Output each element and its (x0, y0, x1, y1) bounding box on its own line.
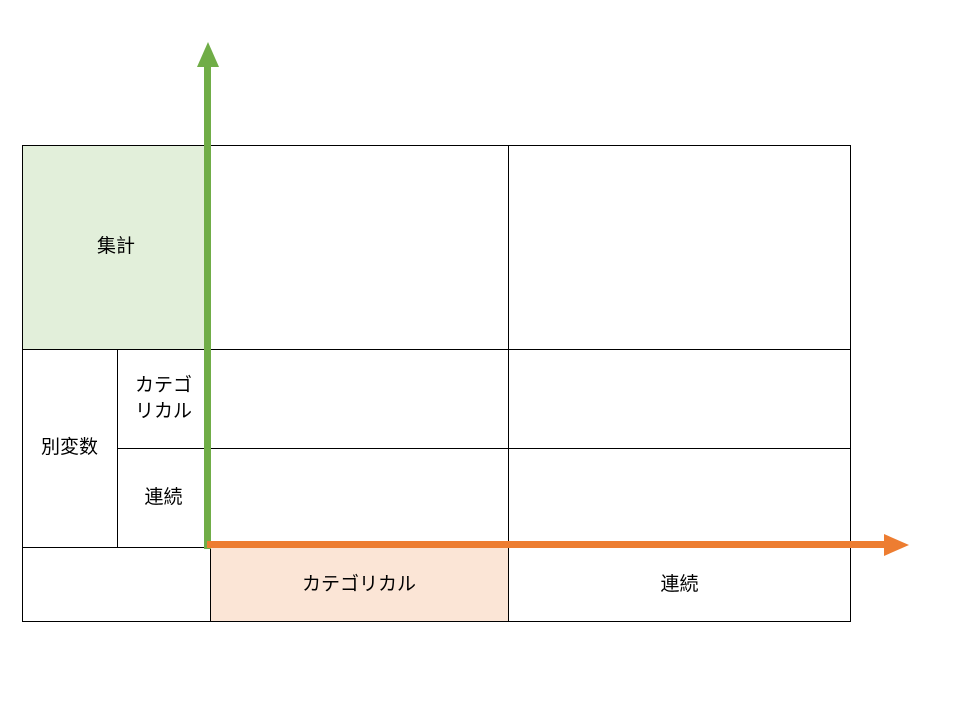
row-categorical-label: カテゴ リカル (134, 373, 192, 422)
variable-cell: 別変数 (22, 349, 117, 547)
col-categorical-cell: カテゴリカル (210, 547, 508, 622)
variable-label: 別変数 (40, 436, 98, 459)
corner-empty-cell (22, 547, 210, 622)
horizontal-arrow-head-icon (884, 534, 909, 556)
vertical-arrow-head-icon (197, 42, 219, 67)
row-categorical-cell: カテゴ リカル (117, 349, 210, 448)
grid-line-col3 (508, 145, 509, 622)
grid-line-left (22, 145, 23, 622)
aggregate-cell: 集計 (22, 145, 210, 349)
col-continuous-label: 連続 (660, 572, 699, 595)
row-continuous-label: 連続 (144, 485, 183, 508)
col-categorical-label: カテゴリカル (301, 572, 416, 595)
grid-line-top (22, 145, 851, 146)
aggregate-label: 集計 (96, 235, 135, 258)
row-continuous-cell: 連続 (117, 448, 210, 547)
horizontal-arrow-shaft (207, 541, 887, 548)
col-continuous-cell: 連続 (508, 547, 851, 622)
grid-line-bottom (22, 621, 851, 622)
grid-line-right (850, 145, 851, 622)
grid-line-col1 (117, 349, 118, 547)
grid-line-row1 (22, 349, 851, 350)
vertical-arrow-shaft (204, 64, 211, 549)
grid-line-row2 (117, 448, 851, 449)
